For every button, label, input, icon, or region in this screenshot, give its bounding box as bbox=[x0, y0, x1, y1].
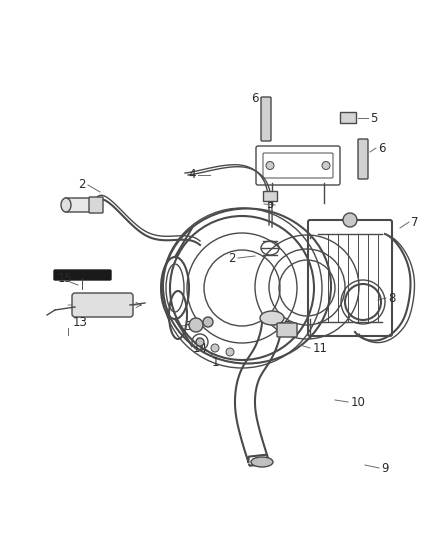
Circle shape bbox=[189, 318, 203, 332]
Text: 8: 8 bbox=[389, 292, 396, 304]
Circle shape bbox=[322, 161, 330, 169]
Circle shape bbox=[343, 213, 357, 227]
Ellipse shape bbox=[61, 198, 71, 212]
Text: 2: 2 bbox=[78, 179, 86, 191]
Text: 6: 6 bbox=[378, 141, 386, 155]
Text: 12: 12 bbox=[278, 319, 293, 333]
Circle shape bbox=[211, 344, 219, 352]
Text: 6: 6 bbox=[251, 92, 259, 104]
FancyBboxPatch shape bbox=[358, 139, 368, 179]
FancyBboxPatch shape bbox=[89, 197, 103, 213]
Circle shape bbox=[226, 348, 234, 356]
Text: 2: 2 bbox=[228, 252, 236, 264]
Text: 15: 15 bbox=[57, 271, 72, 285]
Text: 7: 7 bbox=[411, 215, 419, 229]
Circle shape bbox=[266, 161, 274, 169]
Text: 3: 3 bbox=[184, 319, 192, 333]
FancyBboxPatch shape bbox=[340, 112, 356, 123]
Circle shape bbox=[196, 338, 204, 346]
Circle shape bbox=[203, 317, 213, 327]
Text: 4: 4 bbox=[188, 168, 196, 182]
FancyBboxPatch shape bbox=[65, 198, 95, 212]
Text: 11: 11 bbox=[312, 342, 328, 354]
Text: 1: 1 bbox=[211, 356, 219, 368]
Text: 10: 10 bbox=[350, 395, 365, 408]
Text: 5: 5 bbox=[266, 198, 274, 211]
FancyBboxPatch shape bbox=[261, 97, 271, 141]
FancyBboxPatch shape bbox=[277, 323, 297, 337]
Ellipse shape bbox=[251, 457, 273, 467]
FancyBboxPatch shape bbox=[54, 270, 111, 280]
Ellipse shape bbox=[260, 311, 284, 325]
Text: 14: 14 bbox=[192, 342, 208, 354]
FancyBboxPatch shape bbox=[263, 191, 277, 201]
Text: 5: 5 bbox=[370, 111, 378, 125]
Text: 13: 13 bbox=[73, 316, 88, 328]
FancyBboxPatch shape bbox=[72, 293, 133, 317]
Text: 9: 9 bbox=[381, 462, 389, 474]
